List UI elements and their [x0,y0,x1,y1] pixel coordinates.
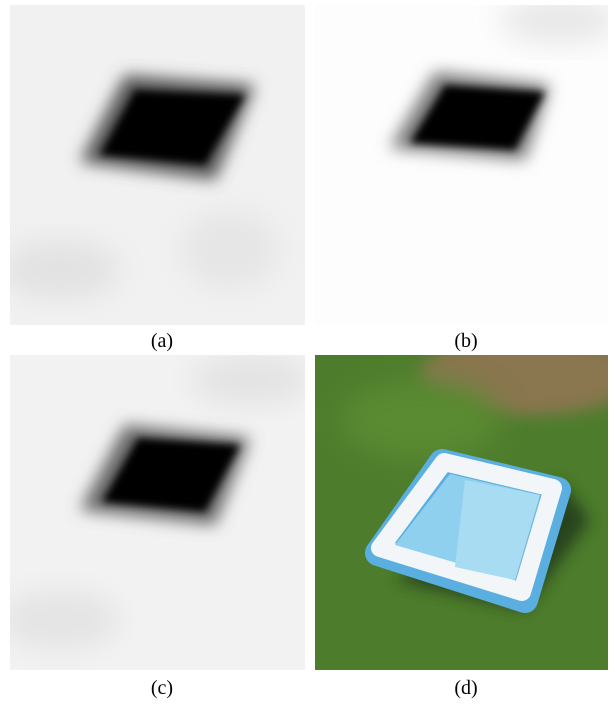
panel-a [0,5,305,325]
panel-c [0,355,310,670]
caption: (b) [454,330,477,352]
figure: (a) (b) (c) (d) [0,0,610,705]
caption: (a) [151,330,173,352]
caption: (c) [151,677,173,699]
panel-d [315,335,610,670]
caption: (d) [454,677,477,699]
panel-b [315,0,610,325]
